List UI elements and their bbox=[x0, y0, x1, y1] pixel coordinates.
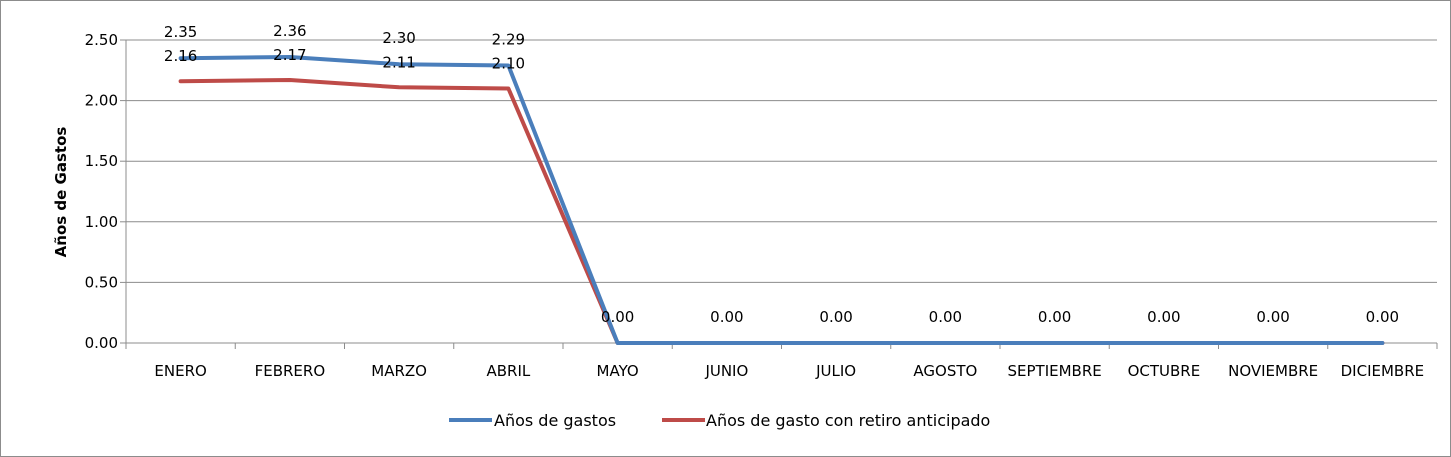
y-axis-title: Años de Gastos bbox=[52, 127, 70, 258]
y-tick-label: 0.50 bbox=[85, 273, 118, 291]
legend-label: Años de gastos bbox=[494, 411, 616, 430]
series-lines bbox=[178, 55, 1385, 345]
x-tick-label: JUNIO bbox=[704, 362, 748, 380]
data-label: 2.11 bbox=[382, 53, 415, 71]
x-tick-label: MARZO bbox=[371, 362, 427, 380]
x-tick-label: OCTUBRE bbox=[1128, 362, 1201, 380]
y-tick-label: 1.50 bbox=[85, 152, 118, 170]
x-tick-label: JULIO bbox=[815, 362, 856, 380]
x-tick-label: NOVIEMBRE bbox=[1228, 362, 1318, 380]
y-tick-label: 2.00 bbox=[85, 92, 118, 110]
data-label: 2.16 bbox=[164, 47, 197, 65]
x-tick-label: SEPTIEMBRE bbox=[1008, 362, 1102, 380]
x-tick-label: DICIEMBRE bbox=[1341, 362, 1424, 380]
data-label: 2.35 bbox=[164, 23, 197, 41]
data-label: 2.10 bbox=[492, 54, 525, 72]
data-label: 0.00 bbox=[1147, 308, 1180, 326]
x-tick-label: MAYO bbox=[597, 362, 639, 380]
x-tick-label: FEBRERO bbox=[255, 362, 326, 380]
y-tick-label: 0.00 bbox=[85, 334, 118, 352]
gridlines bbox=[126, 39, 1437, 283]
data-label: 0.00 bbox=[710, 308, 743, 326]
data-label: 0.00 bbox=[929, 308, 962, 326]
data-labels: 2.35 2.36 2.30 2.29 0.00 0.00 0.00 0.00 0.00 0.00… bbox=[164, 22, 1399, 326]
data-label: 2.36 bbox=[273, 22, 306, 40]
x-tick-label: AGOSTO bbox=[913, 362, 977, 380]
data-label: 0.00 bbox=[819, 308, 852, 326]
series-line-1 bbox=[178, 78, 1385, 345]
data-label: 2.17 bbox=[273, 46, 306, 64]
axes: 0.00 0.50 1.00 1.50 2.00 2.50 ENERO FEBRERO MARZ… bbox=[85, 31, 1438, 380]
legend-label: Años de gasto con retiro anticipado bbox=[706, 411, 990, 430]
data-label: 2.30 bbox=[382, 29, 415, 47]
data-label: 2.29 bbox=[492, 30, 525, 48]
x-tick-label: ENERO bbox=[154, 362, 206, 380]
data-label: 0.00 bbox=[1038, 308, 1071, 326]
data-label: 0.00 bbox=[1256, 308, 1289, 326]
series-line-0 bbox=[178, 55, 1385, 345]
legend: Años de gastos Años de gasto con retiro a… bbox=[449, 411, 990, 430]
data-label: 0.00 bbox=[601, 308, 634, 326]
data-label: 0.00 bbox=[1366, 308, 1399, 326]
y-tick-label: 2.50 bbox=[85, 31, 118, 49]
x-tick-label: ABRIL bbox=[486, 362, 530, 380]
y-tick-label: 1.00 bbox=[85, 213, 118, 231]
